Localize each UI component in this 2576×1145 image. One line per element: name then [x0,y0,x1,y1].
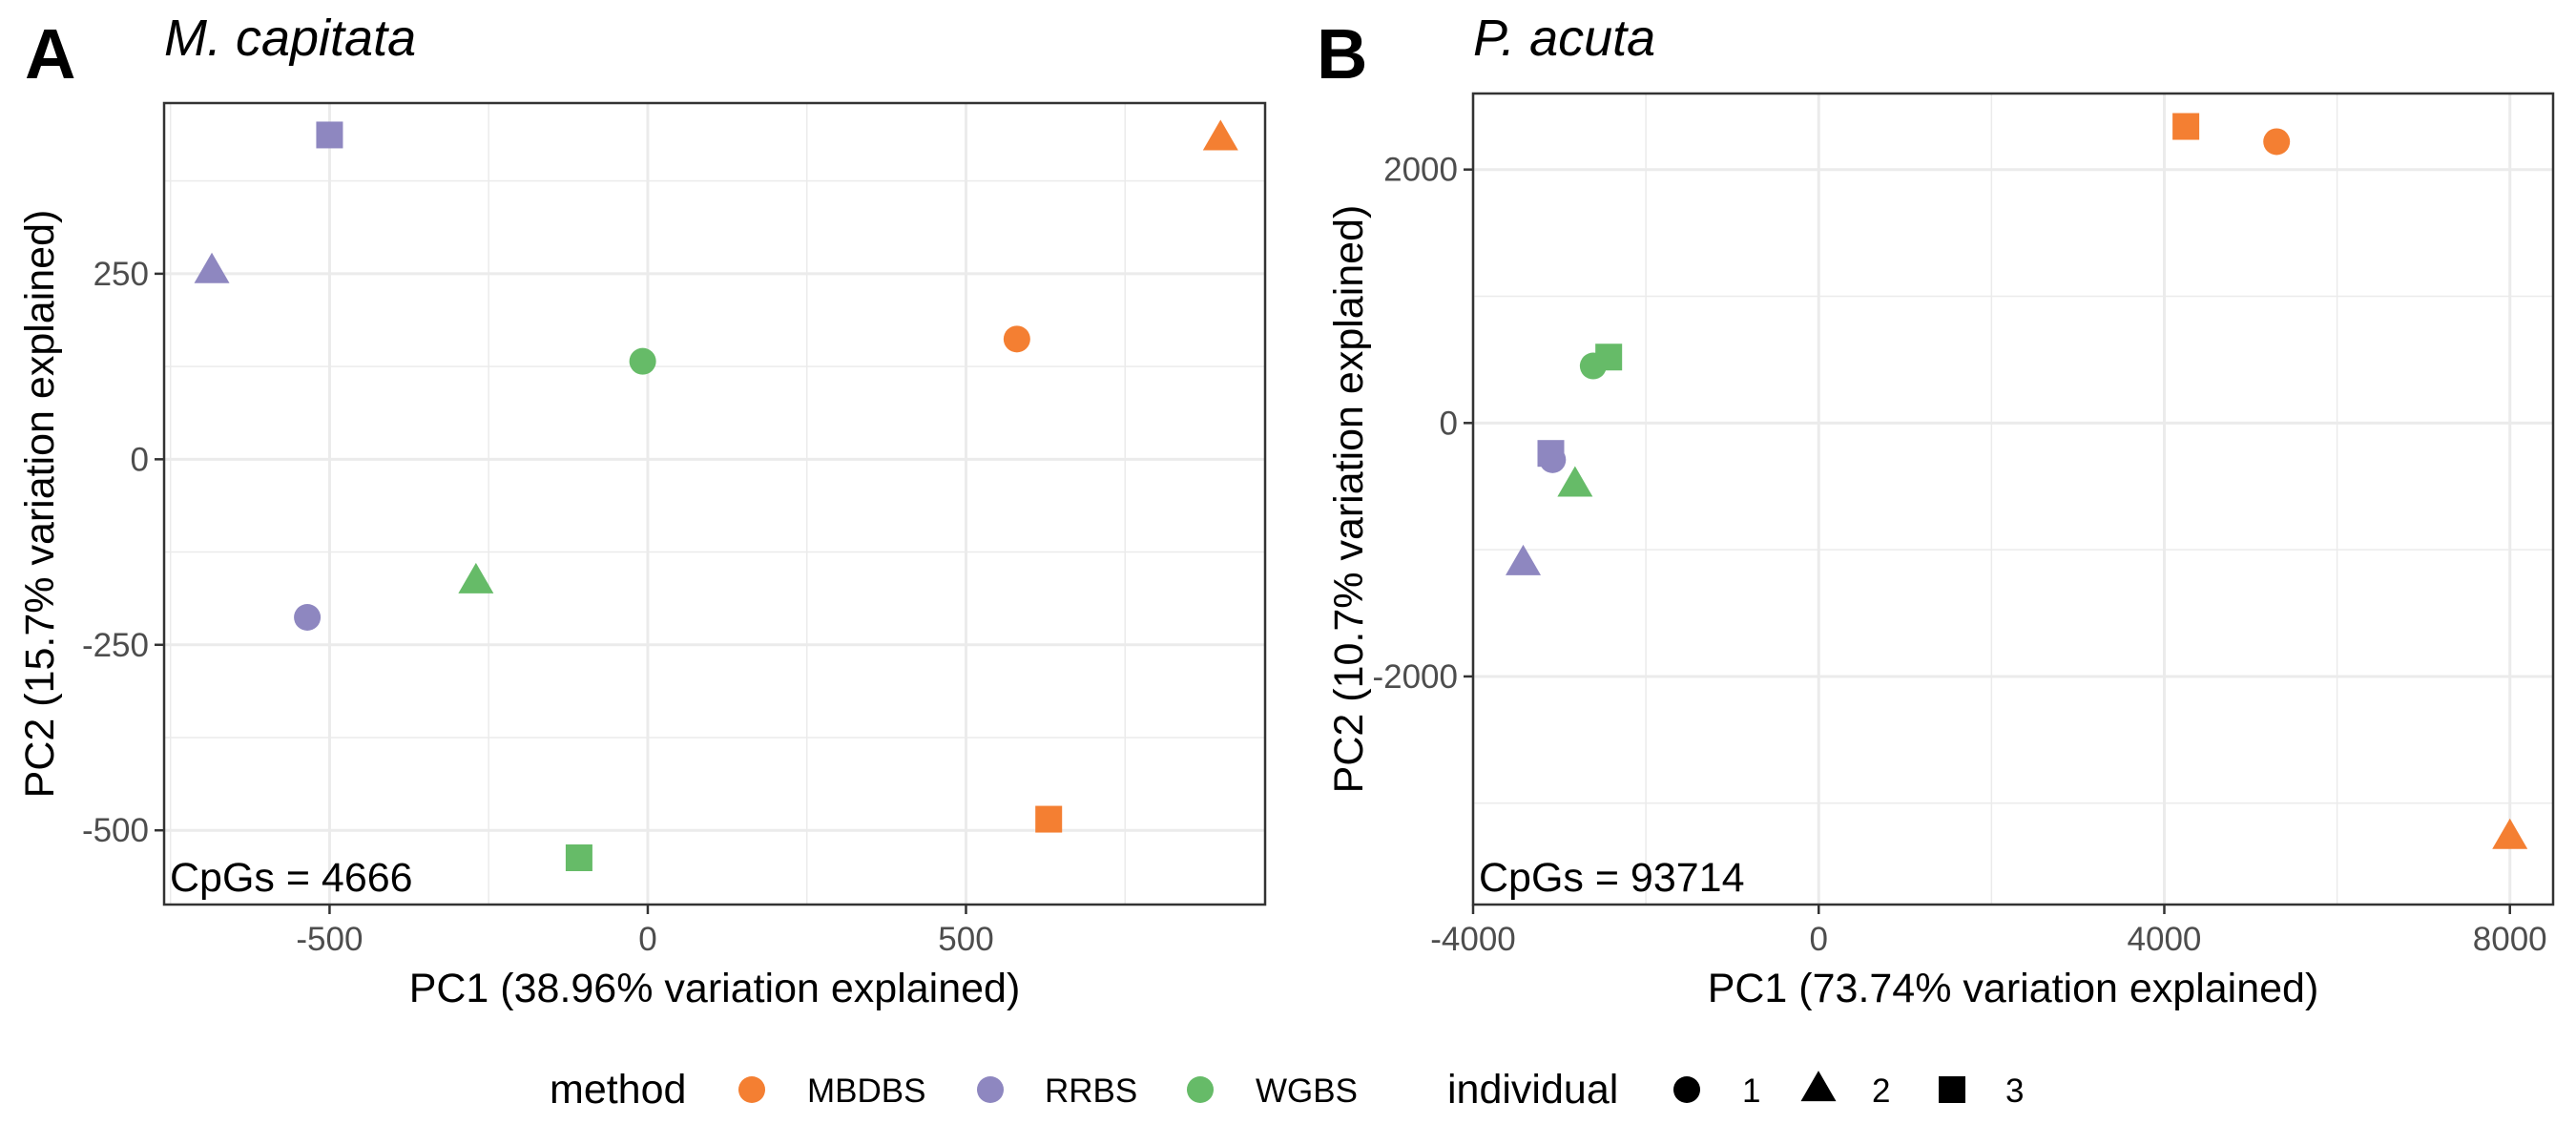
point-mbdbs-3 [2172,113,2200,140]
point-mbdbs-2 [1202,119,1238,151]
x-tick-label: -500 [296,921,363,958]
x-axis-title: PC1 (73.74% variation explained) [1708,966,2319,1011]
point-wgbs-3 [1595,344,1623,371]
point-mbdbs-3 [1035,805,1063,833]
point-mbdbs-1 [1003,325,1030,353]
legend-key-mbdbs [738,1076,765,1103]
panel-letter: A [25,14,75,94]
legend-method-label: WGBS [1256,1072,1358,1110]
legend-method-title: method [550,1067,686,1113]
panel-title: M. capitata [164,10,416,67]
panel-title: P. acuta [1473,10,1655,67]
legend-individual-label: 1 [1742,1072,1760,1110]
y-tick-label: 250 [93,256,149,293]
panel-b: B P. acuta -4000 0 4000 8000 -2000 0 2000 PC1 (73… [1317,10,2555,1011]
legend-key-wgbs [1187,1076,1214,1103]
legend-individual-label: 3 [2005,1072,2024,1110]
legend-method-label: RRBS [1045,1072,1137,1110]
legend-key-circle [1673,1076,1700,1103]
x-axis-title: PC1 (38.96% variation explained) [409,966,1021,1011]
legend-key-square [1939,1076,1965,1103]
x-tick-label: 8000 [2473,921,2547,958]
x-tick-label: 0 [638,921,656,958]
point-rrbs-2 [194,252,230,283]
legend-individual-label: 2 [1872,1072,1890,1110]
y-tick-label: 0 [1440,405,1458,442]
cpg-count-annotation: CpGs = 93714 [1479,855,1745,901]
point-mbdbs-1 [2263,128,2291,156]
x-tick-label: 0 [1810,921,1828,958]
cpg-count-annotation: CpGs = 4666 [170,855,413,901]
point-rrbs-3 [1537,440,1565,468]
legend: method MBDBS RRBS WGBS individual 1 2 3 [550,1067,2024,1113]
point-wgbs-2 [458,562,494,593]
point-rrbs-2 [1506,544,1542,575]
y-axis-title: PC2 (15.7% variation explained) [17,210,63,799]
y-tick-label: 2000 [1383,152,1458,189]
legend-individual-title: individual [1447,1067,1618,1113]
legend-key-triangle [1800,1071,1837,1102]
panel-letter: B [1317,14,1367,94]
y-tick-label: -500 [82,812,149,849]
point-mbdbs-2 [2492,818,2528,849]
x-tick-label: 500 [938,921,993,958]
panel-a: A M. capitata -500 0 500 -500 -250 0 250 PC1 (38.… [17,10,1267,1011]
plot-background [1473,94,2553,905]
y-axis-title: PC2 (10.7% variation explained) [1326,205,1372,794]
point-wgbs-2 [1557,466,1593,497]
plot-frame [162,101,1267,906]
y-tick-label: 0 [131,441,149,478]
plot-background [164,103,1265,905]
legend-key-rrbs [977,1076,1004,1103]
plot-frame [1471,92,2555,906]
point-wgbs-1 [629,347,656,375]
x-tick-label: -4000 [1430,921,1516,958]
y-tick-label: -250 [82,627,149,664]
point-rrbs-1 [294,604,322,631]
x-tick-label: 4000 [2128,921,2202,958]
point-wgbs-3 [565,844,592,871]
point-rrbs-3 [316,121,343,149]
legend-method-label: MBDBS [807,1072,925,1110]
y-tick-label: -2000 [1372,658,1458,696]
